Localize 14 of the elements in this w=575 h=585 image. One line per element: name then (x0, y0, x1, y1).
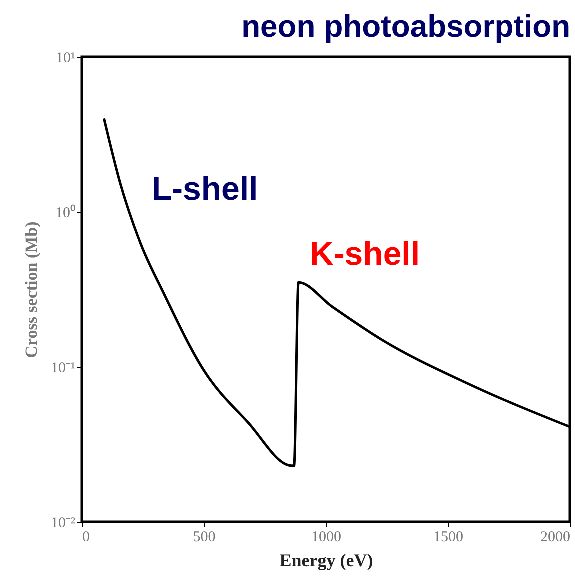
x-tick-label: 1000 (312, 530, 342, 546)
x-tick-label: 2000 (540, 530, 570, 546)
chart-title: neon photoabsorption (242, 9, 570, 44)
x-tick-label: 1500 (434, 530, 464, 546)
y-tick-label: 10⁰ (56, 204, 76, 222)
y-tick-label: 10¹ (56, 50, 76, 66)
y-tick-label: 10⁻² (51, 516, 76, 532)
y-axis-title: Cross section (Mb) (22, 222, 42, 358)
x-tick-label: 500 (193, 530, 216, 546)
x-tick-label: 0 (82, 530, 90, 546)
annotation: L-shell (152, 170, 258, 207)
x-axis-title: Energy (eV) (280, 550, 374, 570)
annotation: K-shell (310, 235, 420, 272)
y-tick-label: 10⁻¹ (51, 360, 76, 376)
